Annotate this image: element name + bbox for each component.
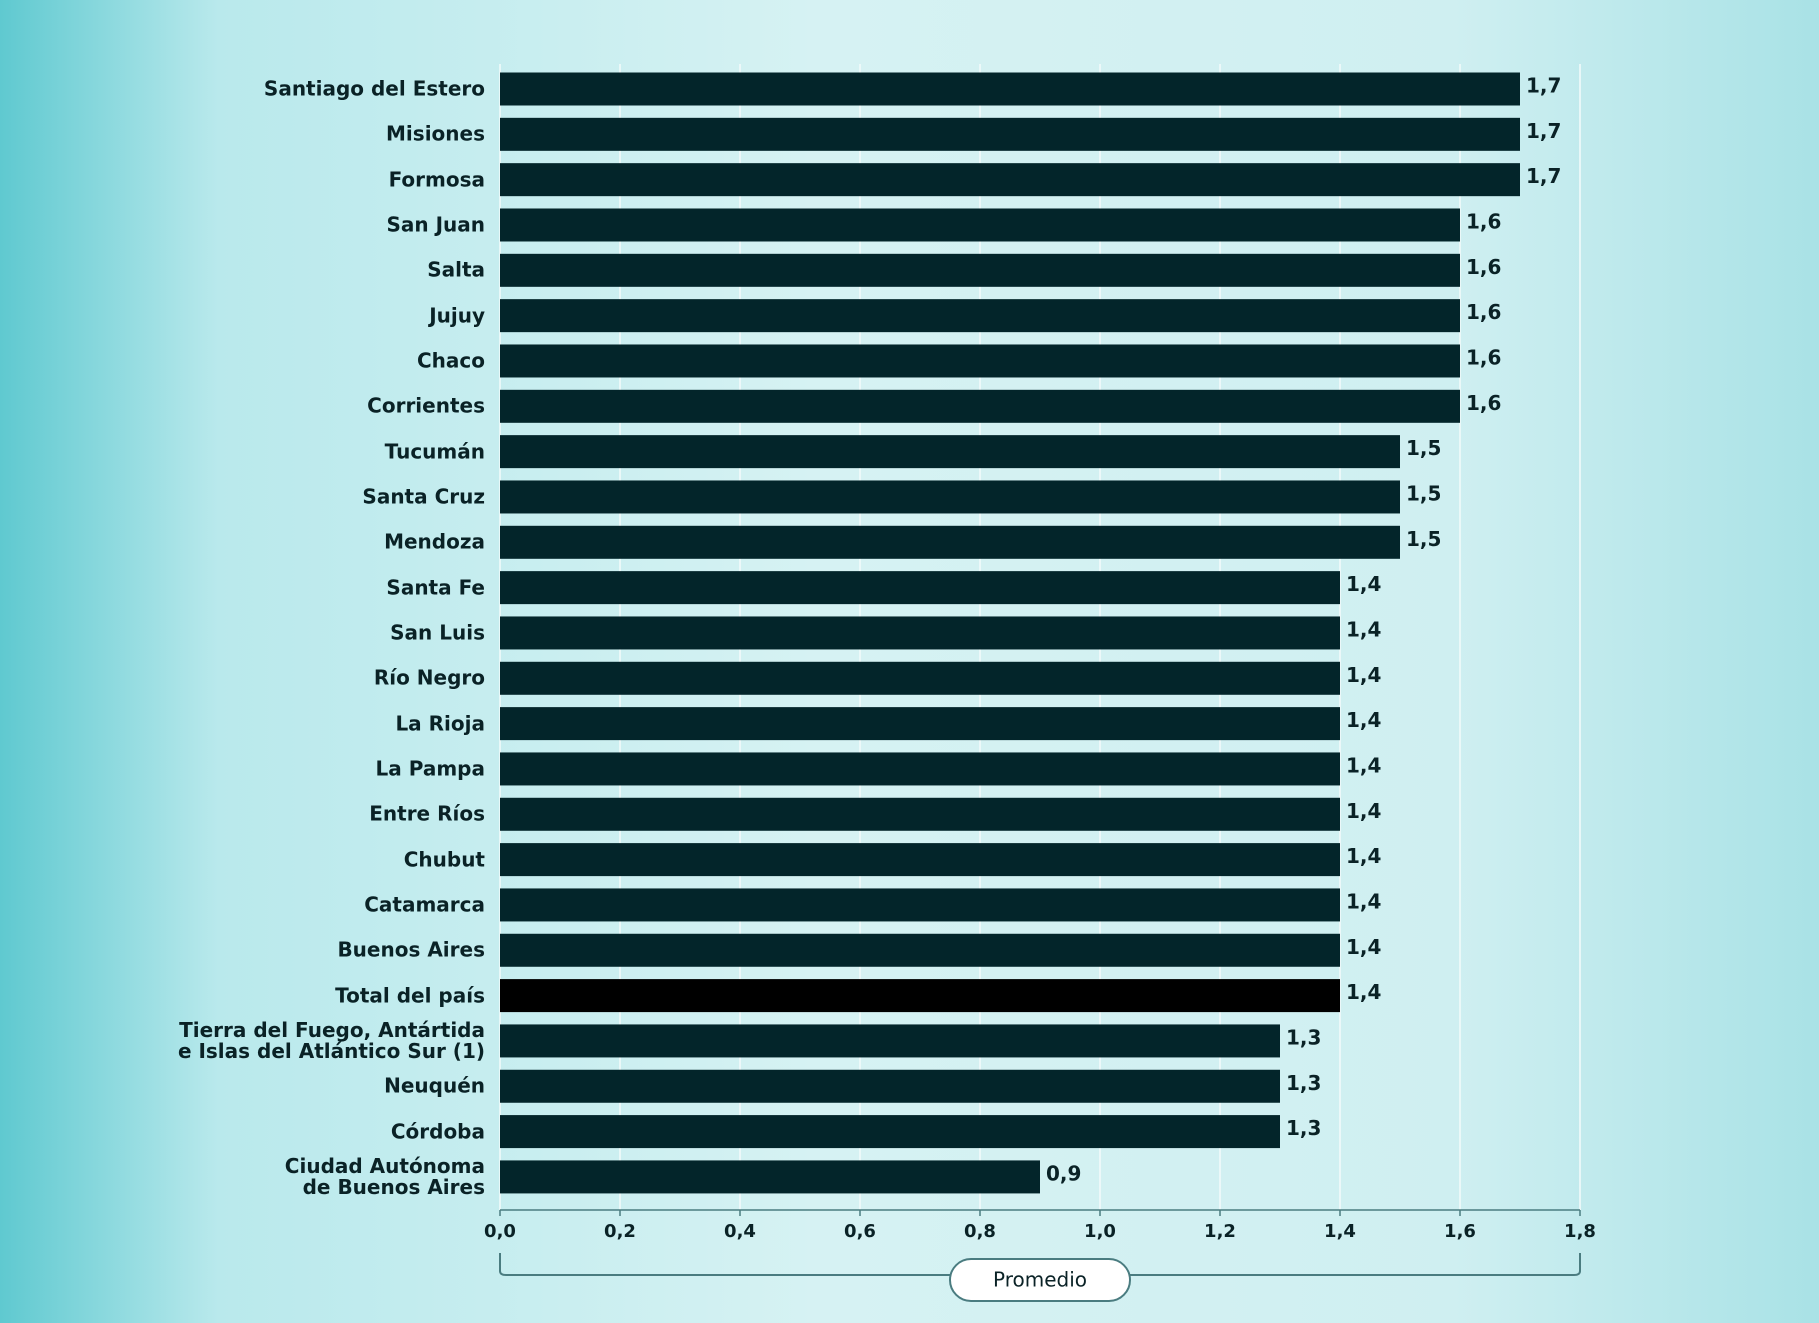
bar — [500, 208, 1460, 242]
category-label: Formosa — [388, 167, 485, 192]
bar — [500, 616, 1340, 650]
bar — [500, 435, 1400, 469]
bar — [500, 1160, 1040, 1194]
category-label: Córdoba — [390, 1119, 485, 1144]
x-tick-label: 1,0 — [1084, 1221, 1116, 1242]
bar — [500, 480, 1400, 514]
category-label: Ciudad Autónoma de Buenos Aires — [284, 1153, 485, 1199]
value-label: 1,4 — [1346, 844, 1381, 868]
bar — [500, 933, 1340, 967]
bar — [500, 117, 1520, 151]
value-label: 1,4 — [1346, 889, 1381, 913]
x-tick-label: 1,4 — [1324, 1221, 1356, 1242]
x-label-pill — [949, 1258, 1131, 1302]
category-label: San Juan — [386, 212, 485, 237]
category-label: Tierra del Fuego, Antártida e Islas del … — [177, 1017, 485, 1063]
category-label: Total del país — [335, 983, 485, 1008]
value-label: 1,6 — [1466, 345, 1501, 369]
category-label: La Rioja — [395, 711, 485, 736]
bar — [500, 707, 1340, 741]
x-tick-label: 0,2 — [604, 1221, 636, 1242]
category-label: Río Negro — [373, 665, 485, 690]
category-label: Jujuy — [429, 303, 485, 328]
category-label: Catamarca — [364, 892, 485, 917]
bar — [500, 1069, 1280, 1103]
category-label: San Luis — [390, 620, 485, 645]
category-label: Misiones — [386, 121, 485, 146]
value-label: 1,4 — [1346, 753, 1381, 777]
value-label: 1,6 — [1466, 209, 1501, 233]
bar — [500, 571, 1340, 605]
value-label: 1,3 — [1286, 1116, 1321, 1140]
bar — [500, 525, 1400, 559]
value-label: 1,6 — [1466, 255, 1501, 279]
value-label: 1,5 — [1406, 527, 1441, 551]
bar — [500, 253, 1460, 287]
bar — [500, 1115, 1280, 1149]
value-label: 1,3 — [1286, 1025, 1321, 1049]
x-tick-label: 1,2 — [1204, 1221, 1236, 1242]
category-label: Santiago del Estero — [263, 76, 485, 101]
value-label: 1,4 — [1346, 980, 1381, 1004]
bar — [500, 797, 1340, 831]
category-label: Salta — [427, 257, 485, 282]
x-tick-label: 1,6 — [1444, 1221, 1476, 1242]
x-tick-label: 0,8 — [964, 1221, 996, 1242]
value-label: 1,4 — [1346, 617, 1381, 641]
bar — [500, 661, 1340, 695]
value-label: 1,5 — [1406, 436, 1441, 460]
bar — [500, 979, 1340, 1013]
value-label: 1,6 — [1466, 391, 1501, 415]
value-label: 1,4 — [1346, 935, 1381, 959]
bar — [500, 344, 1460, 378]
value-label: 1,7 — [1526, 164, 1561, 188]
category-label: Santa Cruz — [362, 484, 485, 509]
category-label: Chubut — [403, 847, 485, 872]
category-label: Entre Ríos — [369, 801, 485, 826]
bar — [500, 299, 1460, 333]
value-label: 1,4 — [1346, 708, 1381, 732]
x-axis-label: Promedio — [993, 1268, 1087, 1292]
bar — [500, 163, 1520, 197]
bar — [500, 72, 1520, 106]
value-label: 1,4 — [1346, 799, 1381, 823]
bar — [500, 888, 1340, 922]
category-label: La Pampa — [375, 756, 485, 781]
value-label: 0,9 — [1046, 1161, 1081, 1185]
category-label: Chaco — [416, 348, 485, 373]
category-label: Mendoza — [384, 529, 485, 554]
value-label: 1,4 — [1346, 663, 1381, 687]
category-label: Santa Fe — [386, 575, 485, 600]
x-tick-label: 1,8 — [1564, 1221, 1596, 1242]
value-label: 1,3 — [1286, 1071, 1321, 1095]
bar — [500, 389, 1460, 423]
value-label: 1,5 — [1406, 481, 1441, 505]
x-tick-label: 0,6 — [844, 1221, 876, 1242]
value-label: 1,7 — [1526, 74, 1561, 98]
category-label: Tucumán — [384, 439, 485, 464]
category-label: Buenos Aires — [337, 937, 485, 962]
bar — [500, 843, 1340, 877]
x-tick-label: 0,4 — [724, 1221, 756, 1242]
bar — [500, 752, 1340, 786]
bar — [500, 1024, 1280, 1058]
x-tick-label: 0,0 — [484, 1221, 516, 1242]
value-label: 1,6 — [1466, 300, 1501, 324]
category-label: Neuquén — [384, 1073, 485, 1098]
value-label: 1,7 — [1526, 119, 1561, 143]
value-label: 1,4 — [1346, 572, 1381, 596]
category-label: Corrientes — [367, 393, 485, 418]
